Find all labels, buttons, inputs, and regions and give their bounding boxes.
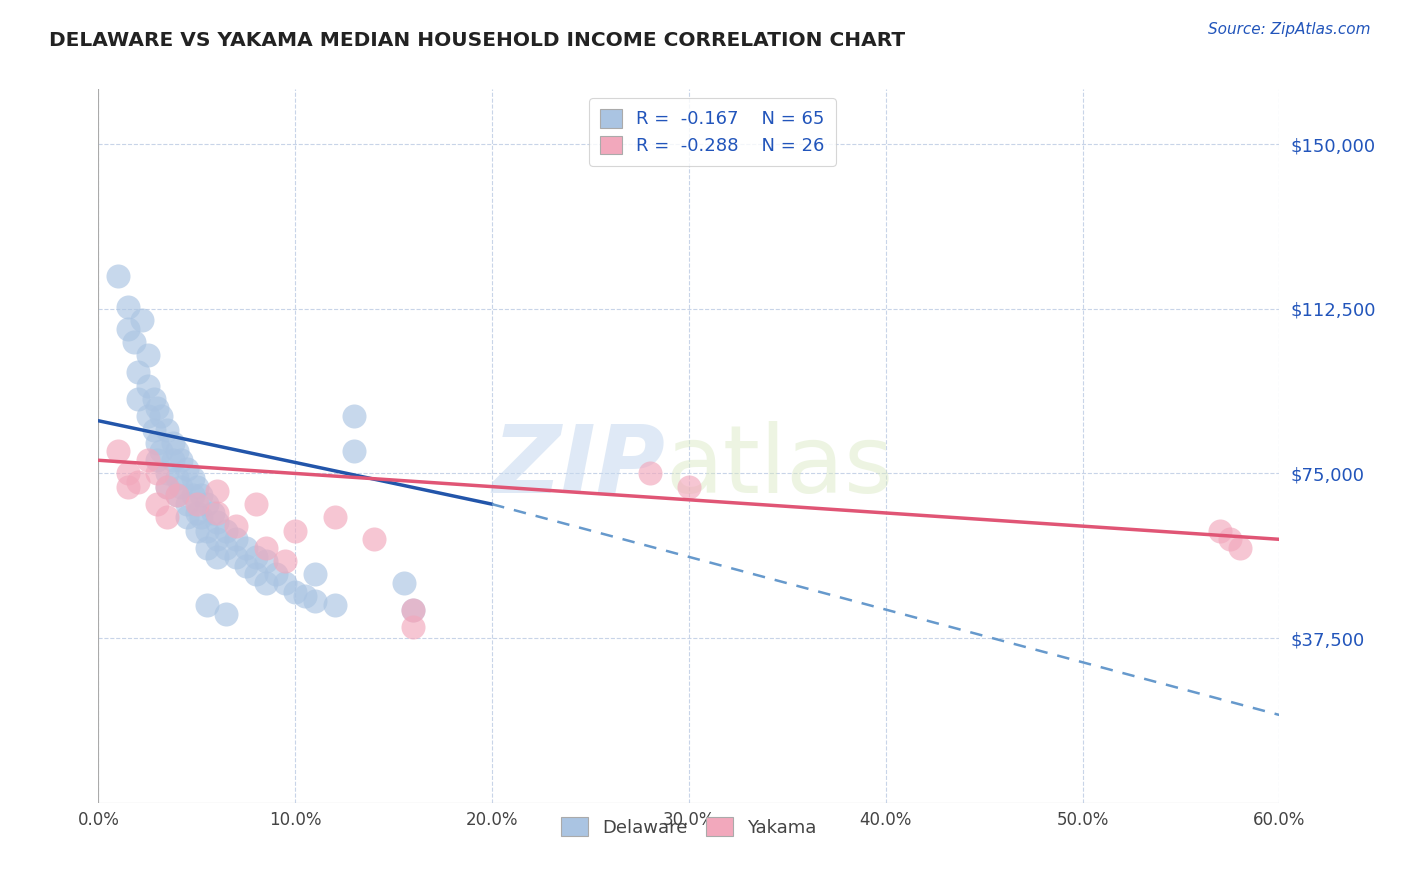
Point (131, 312, 153, 326)
Point (166, 444, 188, 458)
Point (235, 541, 257, 555)
Point (170, 453, 193, 467)
Point (170, 480, 193, 494)
Point (254, 541, 277, 555)
Point (205, 533, 228, 547)
Point (225, 533, 247, 547)
Point (205, 483, 228, 498)
Point (343, 444, 366, 458)
Point (402, 620, 425, 634)
Point (127, 366, 149, 380)
Point (156, 480, 179, 494)
Point (117, 480, 139, 494)
Text: DELAWARE VS YAKAMA MEDIAN HOUSEHOLD INCOME CORRELATION CHART: DELAWARE VS YAKAMA MEDIAN HOUSEHOLD INCO… (49, 31, 905, 50)
Point (156, 467, 179, 481)
Point (176, 462, 198, 476)
Legend: Delaware, Yakama: Delaware, Yakama (554, 810, 824, 844)
Point (136, 378, 159, 392)
Point (304, 567, 326, 582)
Point (284, 524, 307, 538)
Point (181, 471, 204, 485)
Point (136, 348, 159, 362)
Point (323, 510, 346, 524)
Point (1209, 524, 1232, 538)
Point (284, 585, 307, 599)
Point (156, 423, 179, 437)
Point (304, 594, 326, 608)
Point (215, 607, 238, 621)
Point (245, 549, 267, 564)
Point (146, 435, 169, 450)
Point (176, 510, 198, 524)
Point (323, 598, 346, 612)
Point (107, 444, 129, 458)
Point (176, 497, 198, 511)
Point (186, 524, 208, 538)
Point (162, 453, 184, 467)
Point (678, 480, 700, 494)
Point (190, 510, 212, 524)
Point (274, 576, 297, 591)
Text: ZIP: ZIP (492, 421, 665, 514)
Point (264, 567, 287, 582)
Point (638, 467, 661, 481)
Point (402, 602, 425, 616)
Point (156, 480, 179, 494)
Point (205, 515, 228, 529)
Point (136, 453, 159, 467)
Point (1219, 533, 1241, 547)
Point (150, 444, 173, 458)
Point (146, 497, 169, 511)
Point (294, 590, 316, 604)
Point (186, 497, 208, 511)
Point (225, 549, 247, 564)
Point (235, 558, 257, 573)
Point (195, 541, 218, 555)
Point (142, 423, 165, 437)
Point (146, 401, 169, 415)
Point (156, 510, 179, 524)
Point (195, 598, 218, 612)
Point (205, 549, 228, 564)
Point (343, 409, 366, 424)
Point (225, 519, 247, 533)
Point (245, 567, 267, 582)
Point (190, 488, 212, 502)
Point (162, 435, 184, 450)
Point (166, 488, 188, 502)
Point (142, 392, 165, 406)
Text: atlas: atlas (665, 421, 894, 514)
Point (195, 524, 218, 538)
Point (136, 409, 159, 424)
Point (245, 497, 267, 511)
Point (117, 321, 139, 335)
Point (181, 488, 204, 502)
Point (146, 467, 169, 481)
Point (402, 602, 425, 616)
Point (127, 392, 149, 406)
Point (363, 533, 385, 547)
Point (122, 334, 145, 349)
Point (166, 488, 188, 502)
Point (274, 554, 297, 568)
Point (150, 409, 173, 424)
Text: Source: ZipAtlas.com: Source: ZipAtlas.com (1208, 22, 1371, 37)
Point (392, 576, 415, 591)
Point (146, 453, 169, 467)
Point (127, 475, 149, 490)
Point (117, 300, 139, 314)
Point (107, 268, 129, 283)
Point (117, 467, 139, 481)
Point (254, 554, 277, 568)
Point (201, 506, 224, 520)
Point (254, 576, 277, 591)
Point (215, 541, 238, 555)
Point (205, 506, 228, 520)
Point (166, 471, 188, 485)
Point (195, 497, 218, 511)
Point (186, 506, 208, 520)
Point (1229, 541, 1251, 555)
Point (215, 524, 238, 538)
Point (186, 480, 208, 494)
